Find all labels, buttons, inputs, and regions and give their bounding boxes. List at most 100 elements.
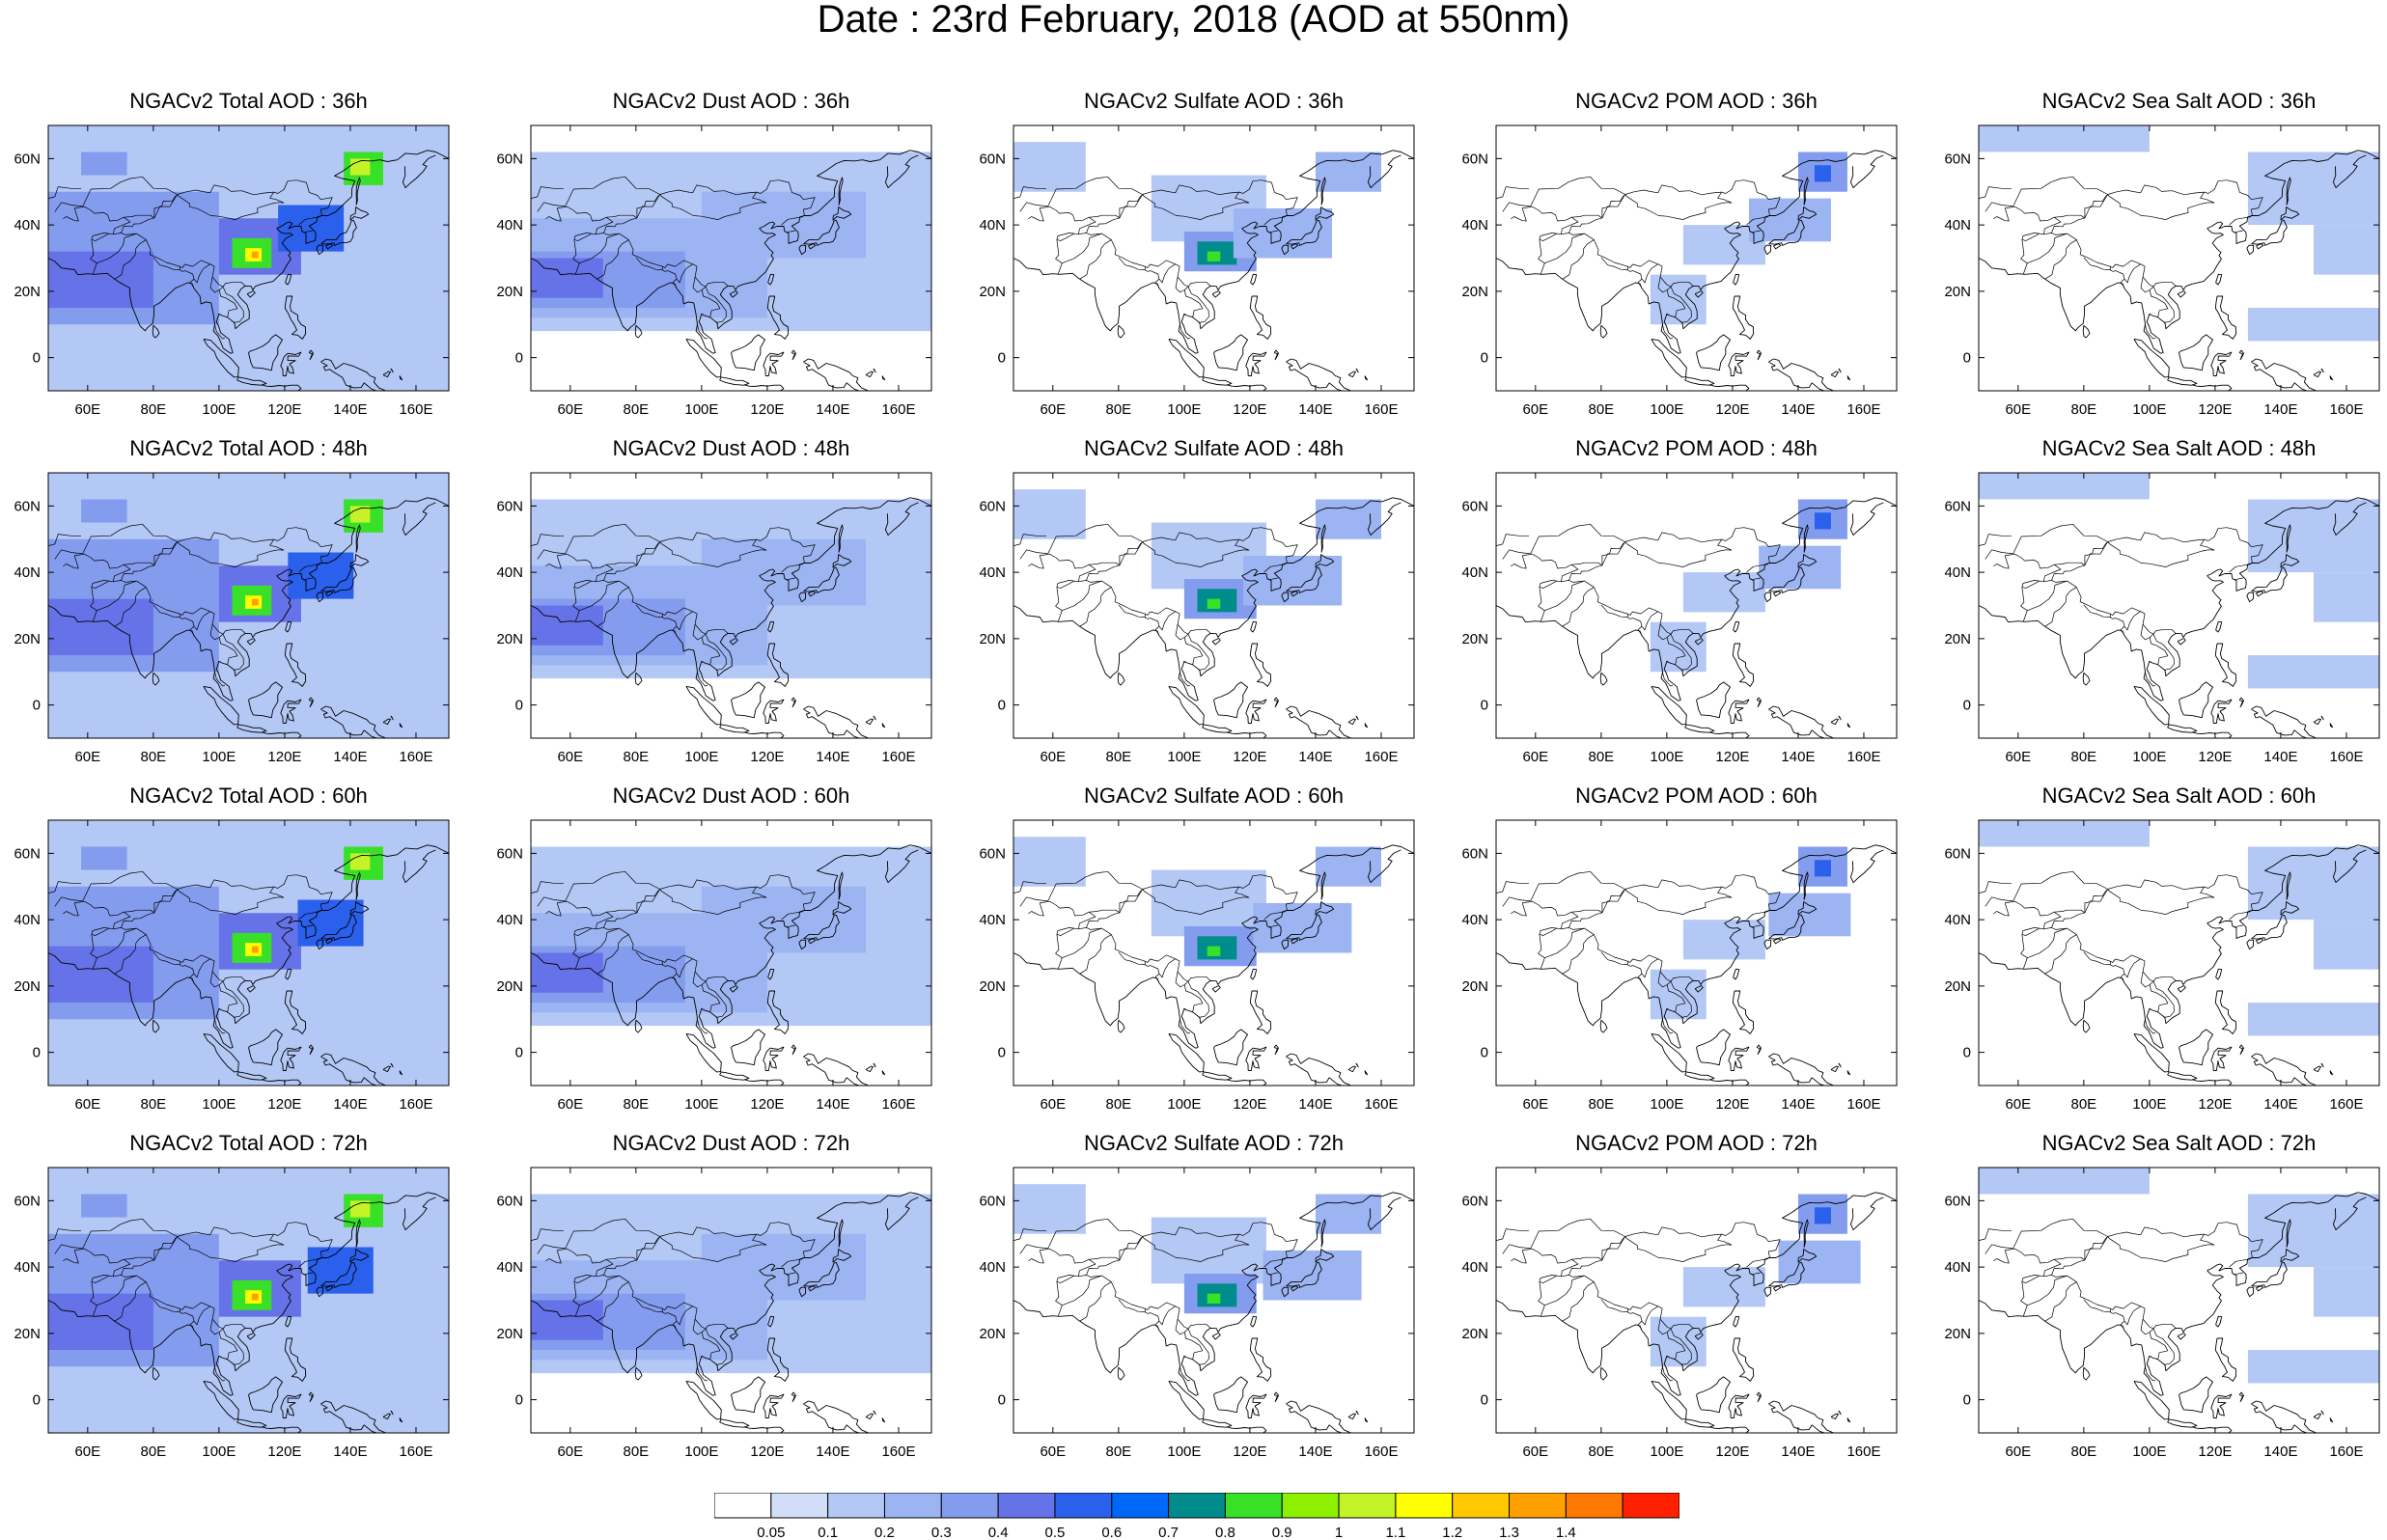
coastline: [355, 177, 361, 206]
country-border: [222, 286, 244, 323]
lat-tick-label: 20N: [496, 284, 523, 300]
coastline: [1694, 638, 1704, 646]
colorbar-box: [1111, 1493, 1170, 1519]
coastlines: [1496, 497, 1897, 738]
lat-tick-label: 0: [998, 1392, 1006, 1409]
lon-tick-label: 160E: [399, 401, 432, 418]
coastline: [1732, 295, 1755, 340]
country-border: [531, 534, 564, 546]
country-borders: [531, 870, 816, 1034]
map-frame: [1495, 472, 1898, 739]
country-border: [1502, 202, 1531, 212]
lat-tick-label: 0: [998, 350, 1006, 367]
lon-tick-label: 100E: [2132, 401, 2166, 418]
coastline: [1838, 368, 1842, 373]
country-border: [574, 580, 620, 584]
country-border: [136, 580, 246, 635]
coastline: [1315, 206, 1335, 221]
coastline: [1797, 206, 1818, 221]
country-border: [1540, 580, 1585, 584]
lon-tick-label: 160E: [1846, 1444, 1880, 1460]
panel-title: NGACv2 Sea Salt AOD : 60h: [2041, 784, 2317, 808]
lon-tick-label: 60E: [1040, 749, 1066, 765]
coastline: [1245, 1046, 1267, 1071]
coastline: [1599, 672, 1608, 686]
map-panel-total-48h: 60E 80E 100E 120E 140E 160E 0 20N 40N 60N: [14, 472, 450, 765]
country-border: [153, 541, 178, 566]
country-border: [92, 233, 137, 236]
country-border: [1584, 233, 1694, 288]
country-border: [1641, 1306, 1658, 1326]
country-border: [701, 286, 707, 290]
country-border: [1666, 1328, 1672, 1333]
aod-cell: [1013, 1184, 1086, 1234]
coastline: [1684, 1418, 1715, 1428]
lon-tick-label: 160E: [1364, 749, 1398, 765]
country-border: [1979, 1228, 2012, 1241]
coastline: [873, 1410, 876, 1416]
lon-tick-label: 140E: [1781, 749, 1815, 765]
coastlines: [531, 497, 931, 738]
coastline: [2329, 723, 2334, 729]
country-border: [2044, 587, 2077, 627]
lat-tick-label: 60N: [979, 845, 1006, 862]
country-border: [90, 235, 95, 260]
country-border: [1028, 194, 1143, 222]
country-border: [92, 927, 137, 931]
country-border: [1028, 889, 1143, 917]
country-border: [177, 191, 285, 220]
lon-tick-label: 100E: [202, 401, 236, 418]
country-border: [1538, 235, 1542, 260]
country-border: [572, 235, 577, 260]
country-border: [2234, 230, 2243, 234]
lon-tick-label: 120E: [2198, 401, 2232, 418]
coastline: [152, 324, 160, 339]
country-border: [572, 583, 577, 607]
country-border: [565, 176, 660, 207]
country-border: [1540, 233, 1585, 236]
coastline: [832, 1249, 852, 1263]
coastline: [1803, 524, 1809, 553]
country-border: [136, 1275, 246, 1330]
country-border: [1624, 1233, 1733, 1262]
coastline: [382, 371, 391, 378]
coastline: [325, 938, 334, 945]
country-border: [2027, 1275, 2068, 1306]
coastline: [803, 358, 870, 391]
country-border: [2109, 266, 2125, 288]
lon-tick-label: 120E: [750, 749, 784, 765]
country-border: [1496, 186, 1529, 199]
lon-tick-label: 60E: [1522, 1096, 1548, 1113]
lat-tick-label: 20N: [979, 631, 1006, 647]
aod-cell: [251, 251, 259, 259]
colorbar-label: 1.2: [1442, 1525, 1462, 1540]
coastline: [349, 206, 370, 221]
coastline: [729, 290, 738, 298]
lon-tick-label: 140E: [1781, 1096, 1815, 1113]
map-frame: [1013, 472, 1415, 739]
country-border: [1079, 1281, 1112, 1322]
coastline: [1315, 1249, 1335, 1263]
country-border: [597, 239, 629, 280]
country-border: [1670, 1328, 1692, 1365]
coastline: [284, 1337, 307, 1382]
colorbar-label: 0.8: [1215, 1525, 1235, 1540]
coastline: [48, 1192, 449, 1396]
coastline: [325, 243, 334, 250]
aod-cell: [1814, 1207, 1831, 1224]
country-border: [1013, 534, 1046, 546]
aod-cell: [2247, 1194, 2379, 1268]
aod-cell: [2313, 572, 2379, 622]
map-frame: [1978, 1167, 2380, 1434]
coastline: [320, 1053, 387, 1086]
map-frame: [530, 1167, 932, 1434]
coastline: [1320, 177, 1326, 206]
country-border: [696, 1365, 708, 1382]
coastline: [763, 699, 785, 724]
country-border: [82, 523, 178, 555]
coastline: [2210, 1046, 2233, 1071]
coastline: [865, 1065, 874, 1073]
lon-tick-label: 60E: [1040, 401, 1066, 418]
coastline: [2179, 1029, 2213, 1066]
coastline: [2179, 681, 2213, 719]
